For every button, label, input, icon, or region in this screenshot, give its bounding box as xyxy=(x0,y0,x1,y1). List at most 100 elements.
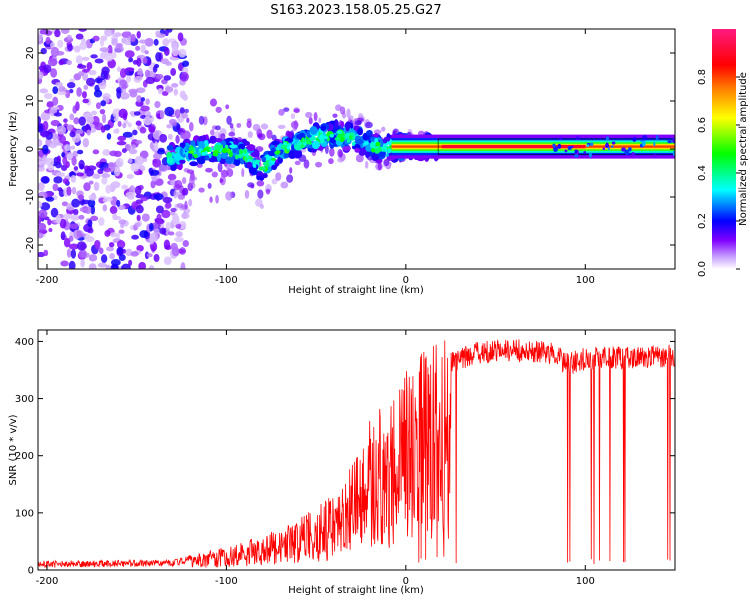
heatmap-cell xyxy=(149,235,155,245)
snr-series-line xyxy=(38,339,675,569)
heatmap-cell xyxy=(589,142,594,146)
heatmap-cell xyxy=(203,147,207,151)
heatmap-cell xyxy=(235,154,239,160)
heatmap-cell xyxy=(173,88,179,96)
heatmap-cell xyxy=(209,129,215,136)
heatmap-cell xyxy=(76,172,84,177)
heatmap-cell xyxy=(64,89,71,99)
heatmap-cell xyxy=(38,138,43,148)
heatmap-cell xyxy=(38,116,42,125)
heatmap-cell xyxy=(228,151,233,158)
colorbar-tick-label: 0.8 xyxy=(697,69,708,85)
heatmap-cell xyxy=(79,207,87,212)
colorbar-tick-label: 0.6 xyxy=(697,117,708,133)
heatmap-cell xyxy=(642,135,648,141)
heatmap-cell xyxy=(103,70,109,80)
heatmap-cell xyxy=(182,187,189,196)
heatmap-cell xyxy=(43,64,52,74)
heatmap-cell xyxy=(286,145,291,150)
x-tick-label: -100 xyxy=(215,275,238,286)
heatmap-cell xyxy=(188,150,194,154)
heatmap-cell xyxy=(128,259,133,266)
y-tick-label: 100 xyxy=(15,508,34,519)
heatmap-cell xyxy=(78,194,83,202)
heatmap-cell xyxy=(313,112,318,122)
heatmap-cell xyxy=(81,91,88,99)
heatmap-cell xyxy=(52,86,59,94)
heatmap-cell xyxy=(672,138,675,144)
colorbar-ticks: 0.0 0.2 0.4 0.6 0.8 xyxy=(697,69,740,277)
heatmap-cell xyxy=(277,124,286,130)
heatmap-cell xyxy=(152,153,163,160)
heatmap-cell xyxy=(38,160,47,166)
heatmap-cell xyxy=(128,148,138,155)
heatmap-cell xyxy=(95,102,101,110)
heatmap-cell xyxy=(167,173,177,181)
heatmap-cell xyxy=(110,264,119,269)
heatmap-cell xyxy=(557,143,562,149)
heatmap-cell xyxy=(157,149,166,155)
heatmap-cell xyxy=(139,126,147,134)
x-tick-label: 100 xyxy=(576,275,595,286)
heatmap-cell xyxy=(158,163,169,172)
heatmap-cell xyxy=(220,133,226,140)
heatmap-cell xyxy=(54,29,61,38)
heatmap-cell xyxy=(144,37,154,47)
heatmap-cell xyxy=(287,143,292,147)
colorbar-tick-label: 0.0 xyxy=(697,261,708,277)
heatmap-cell xyxy=(375,141,381,147)
spectrogram-x-ticks: -200 -100 0 100 xyxy=(36,29,595,286)
heatmap-cell xyxy=(358,113,364,119)
heatmap-cells xyxy=(38,29,675,269)
heatmap-cell xyxy=(63,237,71,248)
heatmap-cell xyxy=(281,144,287,149)
heatmap-cell xyxy=(167,133,173,140)
heatmap-cell xyxy=(286,174,294,183)
heatmap-cell xyxy=(64,144,71,152)
heatmap-cell xyxy=(653,154,658,157)
heatmap-cell xyxy=(188,151,193,160)
heatmap-cell xyxy=(588,152,592,158)
heatmap-cell xyxy=(329,133,335,138)
heatmap-cell xyxy=(247,182,255,188)
heatmap-cell xyxy=(59,218,67,229)
heatmap-cell xyxy=(261,173,268,179)
heatmap-cell xyxy=(68,260,76,269)
heatmap-cell xyxy=(365,129,373,136)
heatmap-cell xyxy=(193,153,198,159)
heatmap-cell xyxy=(116,246,124,255)
heatmap-cell xyxy=(260,123,269,130)
heatmap-cell xyxy=(55,172,65,178)
heatmap-cell xyxy=(61,152,66,158)
heatmap-cell xyxy=(80,259,85,268)
heatmap-cell xyxy=(128,157,133,164)
heatmap-cell xyxy=(220,140,227,147)
x-tick-label: 0 xyxy=(403,576,409,587)
heatmap-cell xyxy=(46,157,55,167)
heatmap-cell xyxy=(155,30,161,38)
heatmap-cell xyxy=(55,161,62,169)
heatmap-cell xyxy=(104,229,111,237)
heatmap-cell xyxy=(204,140,209,145)
heatmap-cell xyxy=(122,122,127,129)
heatmap-cell xyxy=(104,29,113,37)
heatmap-cell xyxy=(94,58,104,64)
heatmap-cell xyxy=(53,176,63,184)
heatmap-cell xyxy=(68,88,74,94)
heatmap-cell xyxy=(41,176,50,184)
heatmap-cell xyxy=(166,124,172,129)
heatmap-cell xyxy=(311,140,320,150)
heatmap-cell xyxy=(320,125,327,131)
heatmap-cell xyxy=(102,149,111,156)
heatmap-cell xyxy=(255,159,261,163)
heatmap-cell xyxy=(73,166,79,171)
heatmap-cell xyxy=(340,121,345,128)
heatmap-cell xyxy=(135,100,144,107)
heatmap-cell xyxy=(226,168,234,177)
heatmap-cell xyxy=(69,113,75,121)
y-tick-label: 20 xyxy=(25,47,36,60)
heatmap-cell xyxy=(151,176,158,182)
heatmap-cell xyxy=(116,199,121,207)
heatmap-cell xyxy=(163,256,172,266)
